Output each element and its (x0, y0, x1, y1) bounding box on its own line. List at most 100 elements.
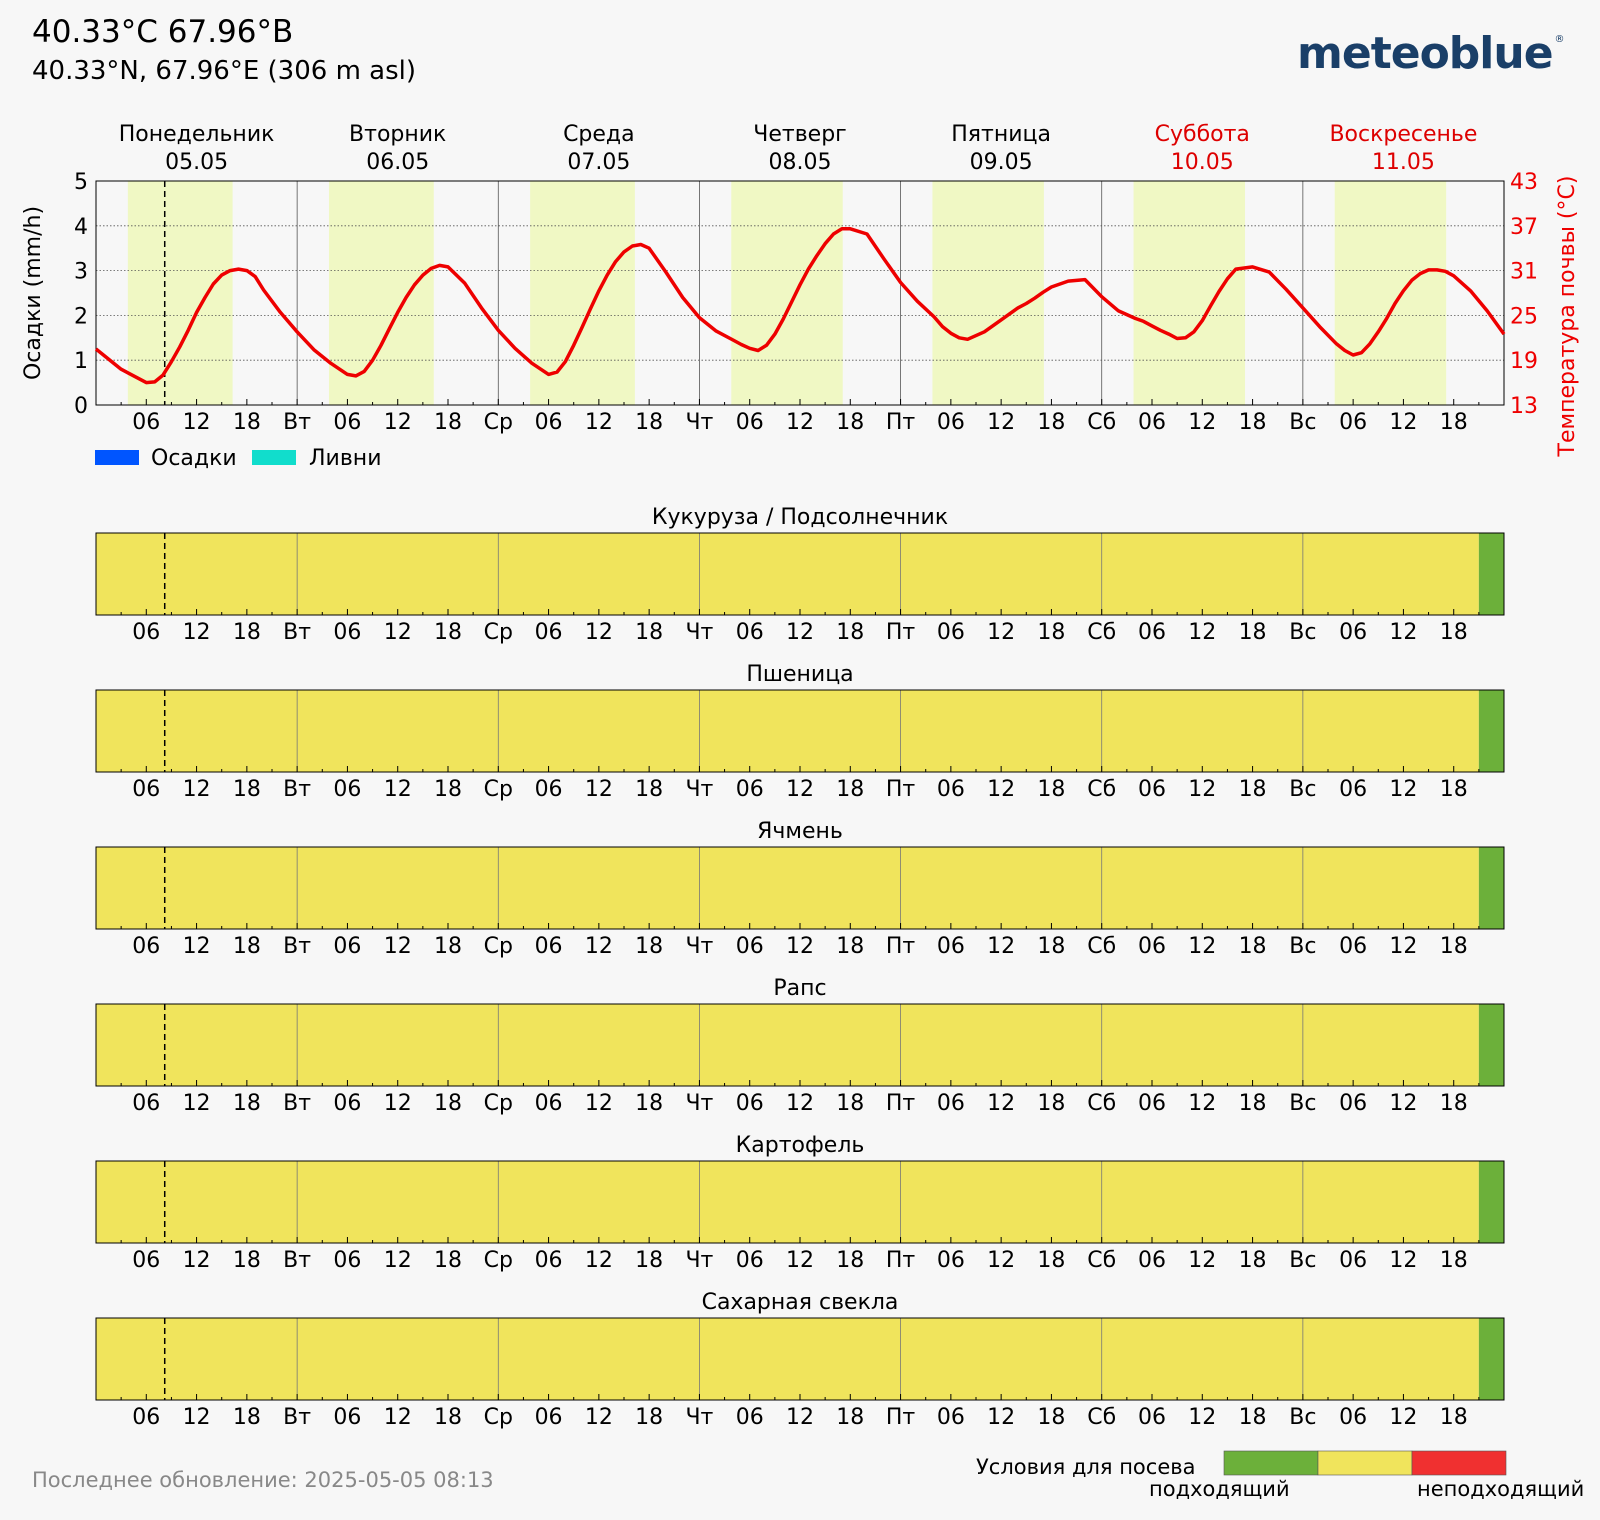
precip-legend-swatch (95, 450, 139, 465)
x-tick-label-2-6: 18 (434, 777, 462, 802)
x-tick-label-6-20: 06 (1138, 1405, 1166, 1430)
x-tick-label-3-8: 06 (535, 934, 563, 959)
day-date-4: 09.05 (970, 150, 1033, 175)
x-tick-label-2-15: Пт (886, 777, 916, 802)
x-tick-label-1-5: 12 (384, 620, 412, 645)
x-tick-label-0-0: 06 (132, 410, 160, 435)
x-tick-label-5-23: Вс (1289, 1248, 1316, 1273)
x-tick-label-0-18: 18 (1037, 410, 1065, 435)
right-y-tick-3: 31 (1510, 260, 1538, 285)
x-tick-label-2-23: Вс (1289, 777, 1316, 802)
meteoblue-logo[interactable]: meteoblue ® (1297, 28, 1565, 79)
left-y-tick-0: 0 (74, 394, 88, 419)
x-tick-label-6-9: 12 (585, 1405, 613, 1430)
x-tick-label-6-6: 18 (434, 1405, 462, 1430)
x-tick-label-4-13: 12 (786, 1091, 814, 1116)
x-tick-label-2-0: 06 (132, 777, 160, 802)
right-y-tick-1: 19 (1510, 349, 1538, 374)
x-tick-label-1-15: Пт (886, 620, 916, 645)
x-tick-label-0-6: 18 (434, 410, 462, 435)
left-y-axis-label: Осадки (mm/h) (21, 206, 46, 380)
x-tick-label-1-25: 12 (1389, 620, 1417, 645)
x-tick-label-5-5: 12 (384, 1248, 412, 1273)
location-title: 40.33°C 67.96°В (32, 14, 294, 50)
right-y-axis-label: Температура почвы (°C) (1555, 176, 1580, 458)
x-tick-label-2-20: 06 (1138, 777, 1166, 802)
x-tick-label-3-16: 06 (937, 934, 965, 959)
x-tick-label-6-17: 12 (987, 1405, 1015, 1430)
x-tick-label-4-9: 12 (585, 1091, 613, 1116)
left-y-tick-5: 5 (74, 170, 88, 195)
day-date-0: 05.05 (165, 150, 228, 175)
x-tick-label-4-24: 06 (1339, 1091, 1367, 1116)
x-tick-label-3-4: 06 (333, 934, 361, 959)
daylight-band-3 (731, 181, 843, 405)
x-tick-label-6-21: 12 (1188, 1405, 1216, 1430)
x-tick-label-5-12: 06 (736, 1248, 764, 1273)
x-tick-label-5-13: 12 (786, 1248, 814, 1273)
x-tick-label-2-8: 06 (535, 777, 563, 802)
x-tick-label-5-20: 06 (1138, 1248, 1166, 1273)
day-name-6: Воскресенье (1329, 122, 1477, 147)
crop-segment-3-0 (96, 1004, 1479, 1086)
x-tick-label-5-8: 06 (535, 1248, 563, 1273)
sowing-legend-title: Условия для посева (976, 1455, 1196, 1479)
x-tick-label-0-5: 12 (384, 410, 412, 435)
x-tick-label-4-26: 18 (1440, 1091, 1468, 1116)
crop-title-5: Сахарная свекла (702, 1290, 899, 1315)
crop-segment-4-1 (1478, 1161, 1504, 1243)
crop-segment-5-0 (96, 1318, 1479, 1400)
x-tick-label-5-7: Ср (484, 1248, 513, 1273)
x-tick-label-2-13: 12 (786, 777, 814, 802)
x-tick-label-6-18: 18 (1037, 1405, 1065, 1430)
x-tick-label-2-24: 06 (1339, 777, 1367, 802)
x-tick-label-2-22: 18 (1239, 777, 1267, 802)
x-tick-label-0-16: 06 (937, 410, 965, 435)
day-date-5: 10.05 (1171, 150, 1234, 175)
crop-segment-2-1 (1478, 847, 1504, 929)
x-tick-label-1-0: 06 (132, 620, 160, 645)
x-tick-label-4-21: 12 (1188, 1091, 1216, 1116)
x-tick-label-2-4: 06 (333, 777, 361, 802)
sowing-legend-moderate (1317, 1450, 1413, 1476)
x-tick-label-0-12: 06 (736, 410, 764, 435)
x-tick-label-0-20: 06 (1138, 410, 1166, 435)
x-tick-label-2-14: 18 (836, 777, 864, 802)
x-tick-label-3-12: 06 (736, 934, 764, 959)
x-tick-label-3-11: Чт (685, 934, 713, 959)
x-tick-label-1-23: Вс (1289, 620, 1316, 645)
x-tick-label-4-0: 06 (132, 1091, 160, 1116)
x-tick-label-4-10: 18 (635, 1091, 663, 1116)
x-tick-label-4-15: Пт (886, 1091, 916, 1116)
day-date-2: 07.05 (567, 150, 630, 175)
day-name-0: Понедельник (119, 122, 275, 147)
right-y-tick-4: 37 (1510, 215, 1538, 240)
x-tick-label-4-12: 06 (736, 1091, 764, 1116)
x-tick-label-5-1: 12 (183, 1248, 211, 1273)
x-tick-label-1-17: 12 (987, 620, 1015, 645)
x-tick-label-0-10: 18 (635, 410, 663, 435)
x-tick-label-2-7: Ср (484, 777, 513, 802)
x-tick-label-4-7: Ср (484, 1091, 513, 1116)
x-tick-label-2-11: Чт (685, 777, 713, 802)
x-tick-label-1-1: 12 (183, 620, 211, 645)
x-tick-label-6-5: 12 (384, 1405, 412, 1430)
crop-segment-5-1 (1478, 1318, 1504, 1400)
x-tick-label-3-7: Ср (484, 934, 513, 959)
x-tick-label-1-24: 06 (1339, 620, 1367, 645)
x-tick-label-0-9: 12 (585, 410, 613, 435)
x-tick-label-0-19: Сб (1087, 410, 1116, 435)
left-y-tick-1: 1 (74, 349, 88, 374)
crop-title-4: Картофель (736, 1133, 865, 1158)
x-tick-label-1-19: Сб (1087, 620, 1116, 645)
x-tick-label-5-10: 18 (635, 1248, 663, 1273)
crop-title-0: Кукуруза / Подсолнечник (652, 505, 948, 530)
x-tick-label-0-13: 12 (786, 410, 814, 435)
x-tick-label-4-3: Вт (283, 1091, 311, 1116)
x-tick-label-1-2: 18 (233, 620, 261, 645)
x-tick-label-1-11: Чт (685, 620, 713, 645)
x-tick-label-3-3: Вт (283, 934, 311, 959)
x-tick-label-4-19: Сб (1087, 1091, 1116, 1116)
x-tick-label-2-18: 18 (1037, 777, 1065, 802)
soil-temperature-line (94, 227, 1506, 385)
